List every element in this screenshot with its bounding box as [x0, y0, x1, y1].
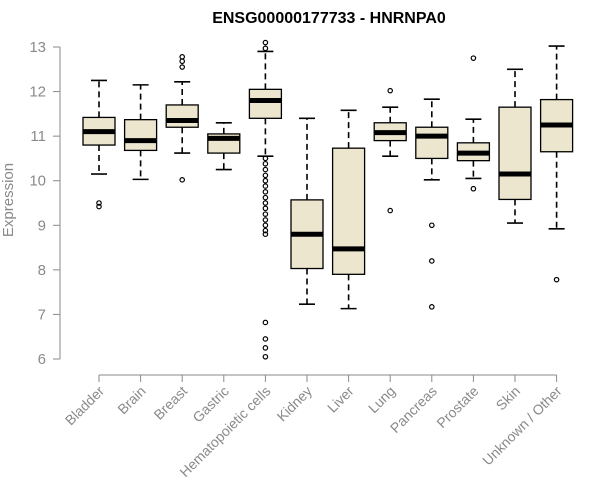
x-tick-label: Brain: [114, 383, 148, 417]
iqr-box: [123, 119, 158, 152]
outlier-point: [553, 276, 560, 283]
outlier-point: [262, 205, 269, 212]
y-tick-label: 10: [29, 173, 46, 190]
box-lung: [373, 87, 407, 214]
outlier-point: [262, 353, 269, 360]
y-tick-label: 13: [29, 39, 46, 56]
outlier-point: [262, 155, 269, 162]
outlier-point: [262, 177, 269, 184]
y-tick-label: 8: [38, 262, 46, 279]
chart-title: ENSG00000177733 - HNRNPA0: [212, 10, 446, 27]
iqr-box: [165, 104, 199, 128]
outlier-point: [470, 55, 477, 61]
x-tick-label: Breast: [150, 383, 190, 423]
box-prostate: [456, 55, 491, 192]
y-axis-label: Expression: [0, 163, 17, 237]
outlier-point: [262, 166, 269, 173]
box-hematopoietic-cells: [248, 39, 283, 360]
outlier-point: [179, 177, 186, 183]
y-tick-label: 11: [30, 128, 46, 145]
box-liver: [331, 109, 366, 310]
x-tick-label: Unknown / Other: [479, 383, 565, 469]
outlier-point: [262, 227, 269, 234]
x-tick-label: Bladder: [62, 383, 108, 429]
x-tick-label: Lung: [365, 383, 398, 416]
outlier-point: [262, 189, 269, 195]
iqr-box: [415, 126, 449, 160]
outlier-point: [262, 222, 269, 229]
outlier-point: [262, 39, 269, 46]
outlier-point: [262, 231, 269, 238]
iqr-box: [248, 88, 283, 119]
outlier-point: [262, 194, 269, 201]
x-tick-label: Liver: [324, 383, 357, 416]
y-tick-label: 9: [38, 217, 46, 234]
box-pancreas: [415, 98, 449, 310]
x-tick-label: Prostate: [433, 383, 481, 431]
outlier-point: [428, 258, 435, 264]
y-tick-label: 7: [38, 306, 46, 323]
x-tick-label: Kidney: [274, 383, 316, 425]
outlier-point: [262, 172, 269, 179]
outlier-point: [262, 200, 269, 206]
outlier-point: [96, 200, 102, 206]
y-tick-label: 6: [38, 351, 46, 368]
outlier-point: [262, 183, 269, 189]
box-kidney: [290, 117, 324, 305]
outlier-point: [262, 319, 269, 326]
y-tick-label: 12: [29, 84, 46, 101]
outlier-point: [262, 160, 269, 167]
outlier-point: [428, 222, 435, 229]
outlier-point: [387, 87, 394, 94]
outlier-point: [262, 217, 269, 223]
outlier-point: [262, 345, 269, 351]
outlier-point: [179, 64, 186, 70]
iqr-box: [331, 147, 366, 275]
box-group: [82, 39, 574, 360]
box-gastric: [207, 121, 241, 171]
outlier-point: [262, 211, 269, 217]
box-brain: [123, 84, 158, 181]
outlier-point: [179, 58, 186, 65]
outlier-point: [262, 336, 269, 342]
outlier-point: [179, 54, 186, 60]
box-unknown-other: [539, 45, 574, 283]
outlier-point: [96, 203, 102, 210]
iqr-box: [498, 106, 532, 201]
box-skin: [498, 68, 532, 224]
outlier-point: [470, 185, 477, 192]
x-tick-label: Skin: [493, 383, 524, 414]
outlier-point: [262, 45, 269, 52]
box-bladder: [82, 79, 116, 210]
outlier-point: [428, 304, 435, 310]
box-breast: [165, 54, 199, 183]
outlier-point: [387, 207, 394, 214]
